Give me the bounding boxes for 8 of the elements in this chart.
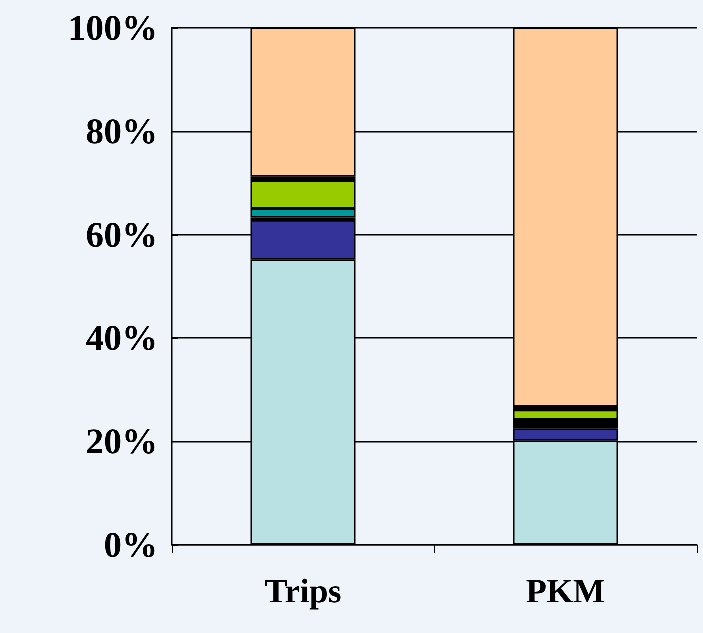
y-tick-label: 60% (86, 214, 158, 255)
y-tick-label: 100% (68, 8, 158, 48)
y-tick-label: 80% (86, 111, 158, 152)
x-tick-label: Trips (264, 574, 342, 610)
y-tick-label: 0% (104, 525, 158, 565)
y-tick-label: 20% (86, 422, 158, 462)
x-tick-label: PKM (526, 574, 606, 610)
y-tick-label: 40% (86, 318, 158, 358)
